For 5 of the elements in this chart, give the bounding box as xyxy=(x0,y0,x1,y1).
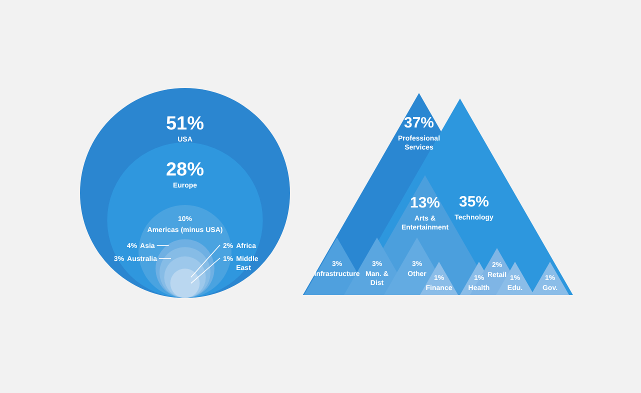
data-label: 51% xyxy=(166,114,204,135)
data-label: 35% xyxy=(458,194,490,211)
data-label: 28% xyxy=(166,159,204,180)
data-label: 37% xyxy=(404,114,434,132)
data-label: 13% xyxy=(410,194,440,212)
